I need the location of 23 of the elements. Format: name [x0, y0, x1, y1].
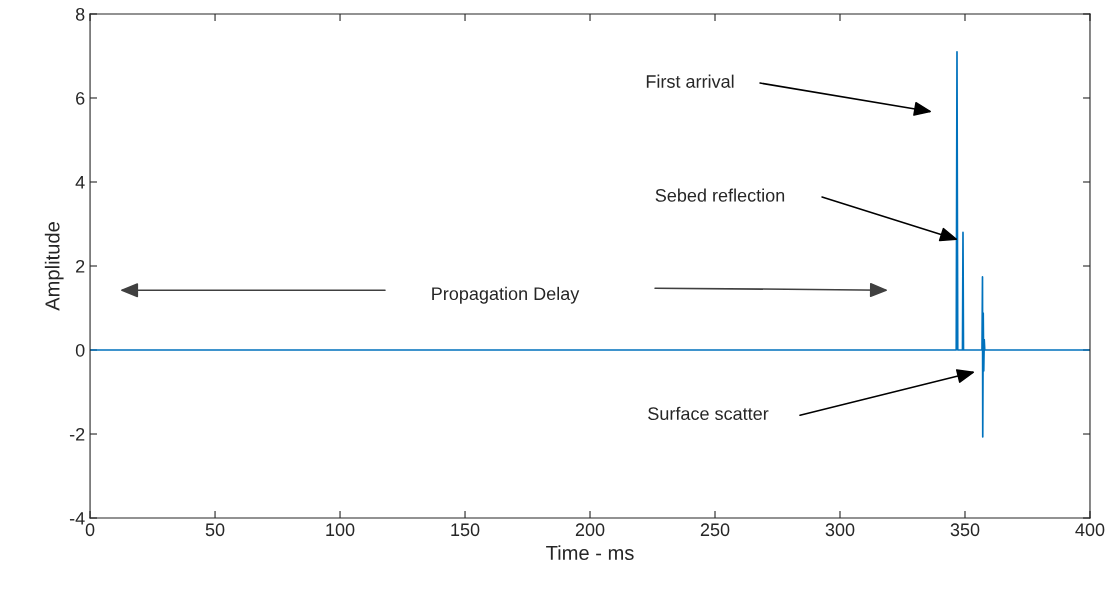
- x-tick-label: 0: [85, 523, 95, 537]
- annotation: Surface scatter: [648, 406, 769, 421]
- annotation: First arrival: [646, 74, 734, 88]
- line-series: [90, 50, 1090, 438]
- y-axis-title: Amplitude: [44, 222, 64, 311]
- x-tick-label: 250: [700, 523, 730, 537]
- x-axis-title: Time - ms: [546, 545, 634, 561]
- annotation: Sebed reflection: [655, 188, 785, 202]
- y-tick-label: 8: [75, 7, 85, 21]
- x-tick-label: 50: [205, 523, 225, 537]
- y-tick-label: -4: [69, 512, 85, 525]
- x-tick-label: 400: [1075, 523, 1105, 537]
- x-tick-label: 100: [326, 523, 355, 537]
- annotation: Propagation Delay: [432, 286, 580, 304]
- y-tick-label: 4: [75, 176, 85, 189]
- y-tick-label: 2: [76, 259, 85, 273]
- x-tick-label: 300: [825, 523, 855, 537]
- y-tick-label: -2: [69, 427, 85, 441]
- x-tick-label: 350: [950, 523, 980, 537]
- y-tick-label: 6: [76, 91, 85, 105]
- y-tick-label: 0: [75, 343, 85, 357]
- x-tick-label: 200: [575, 523, 605, 537]
- x-tick-label: 150: [451, 523, 480, 537]
